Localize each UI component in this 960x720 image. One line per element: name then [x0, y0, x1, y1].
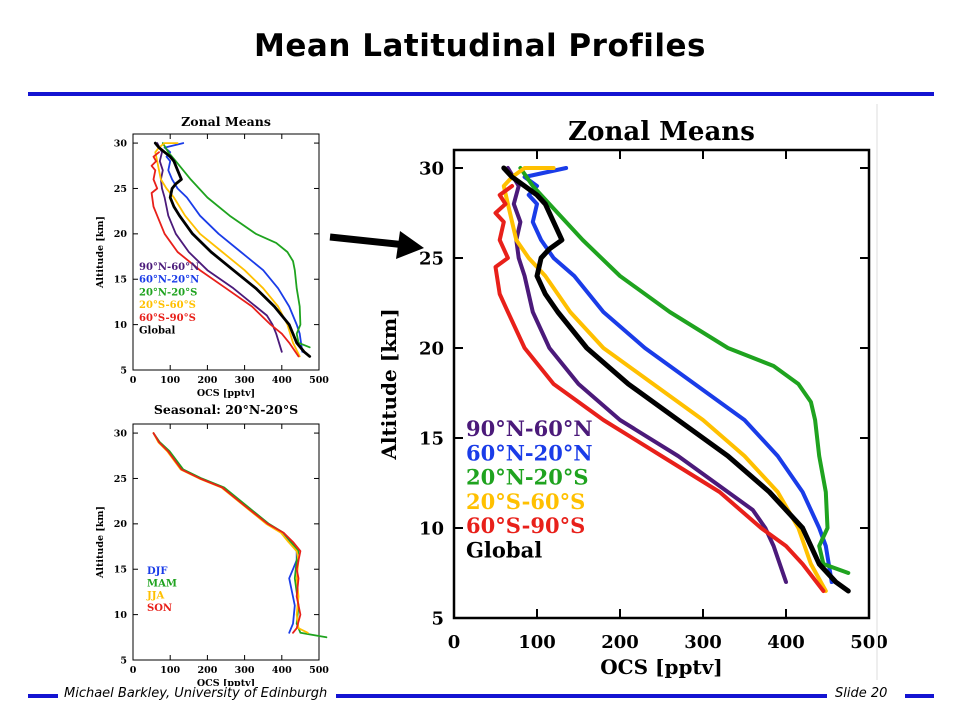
x-tick-label: 0 — [130, 375, 137, 386]
y-tick-label: 15 — [114, 565, 127, 576]
series-line-mam — [152, 432, 328, 639]
right-arrow-icon — [329, 231, 424, 259]
plot-frame — [452, 148, 871, 620]
x-tick-label: 300 — [684, 632, 722, 653]
legend-entry-global: Global — [139, 326, 175, 337]
y-tick-label: 25 — [419, 248, 444, 269]
series-line-60-s-90-s — [150, 151, 300, 358]
y-tick-label: 20 — [114, 519, 128, 530]
slide-title: Mean Latitudinal Profiles — [254, 28, 706, 64]
chart-zonal-means-large: Zonal Means 0 100 200 300 400 500 5 10 15 20 25 30 OC… — [377, 117, 888, 679]
y-axis-label: Altitude [km] — [377, 308, 401, 460]
legend-entry-20-s-60-s: 20°S-60°S — [139, 300, 196, 311]
x-tick-label: 100 — [518, 632, 556, 653]
chart-seasonal: Seasonal: 20°N-20°S 0 100 200 300 400 500 5 10 15… — [95, 402, 329, 689]
x-axis-label: OCS [pptv] — [197, 678, 255, 689]
chart-title: Seasonal: 20°N-20°S — [154, 402, 298, 417]
y-tick-label: 25 — [114, 184, 127, 195]
title-rule — [28, 92, 934, 96]
y-tick-label: 30 — [114, 138, 128, 149]
footer-bar-left — [28, 694, 58, 698]
y-tick-label: 5 — [120, 365, 127, 376]
x-tick-label: 500 — [850, 632, 888, 653]
legend-entry-son: SON — [147, 603, 172, 614]
y-tick-label: 10 — [419, 518, 444, 539]
series-line-90-n-60-n — [156, 142, 283, 353]
legend-entry-60-n-20-n: 60°N-20°N — [139, 275, 199, 286]
y-tick-label: 20 — [114, 229, 128, 240]
series-line-60-n-20-n — [522, 166, 834, 584]
x-tick-label: 400 — [767, 632, 805, 653]
x-tick-label: 400 — [272, 375, 292, 386]
x-tick-label: 200 — [197, 375, 217, 386]
y-tick-label: 10 — [114, 320, 128, 331]
x-tick-label: 300 — [235, 375, 255, 386]
footer-bar-right — [905, 694, 934, 698]
footer-bar-middle — [336, 694, 827, 698]
footer-author: Michael Barkley, University of Edinburgh — [64, 686, 328, 701]
series-line-global — [153, 141, 312, 358]
legend-entry-60-s-90-s: 60°S-90°S — [139, 313, 196, 324]
x-tick-label: 100 — [160, 375, 180, 386]
plot-frame — [132, 133, 320, 371]
legend-entry-20-n-20-s: 20°N-20°S — [466, 465, 589, 490]
series-line-20-s-60-s — [501, 166, 828, 593]
x-tick-label: 300 — [235, 665, 255, 676]
x-tick-label: 400 — [272, 665, 292, 676]
x-tick-label: 0 — [448, 632, 461, 653]
y-tick-label: 20 — [419, 338, 444, 359]
legend-entry-90-n-60-n: 90°N-60°N — [139, 262, 199, 273]
footer-slide-number: Slide 20 — [835, 686, 888, 701]
series-line-90-n-60-n — [505, 166, 788, 584]
panel-edge — [876, 104, 878, 680]
chart-zonal-means-small: Zonal Means 0 100 200 300 400 500 5 10 15 20 25 30 OC… — [95, 114, 329, 399]
x-tick-label: 500 — [309, 375, 329, 386]
legend-entry-60-s-90-s: 60°S-90°S — [466, 513, 585, 538]
legend-entry-djf: DJF — [147, 566, 168, 577]
legend-entry-90-n-60-n: 90°N-60°N — [466, 416, 593, 441]
y-axis-label: Altitude [km] — [95, 506, 106, 579]
legend-entry-20-s-60-s: 20°S-60°S — [466, 489, 585, 514]
y-tick-label: 15 — [114, 275, 127, 286]
y-tick-label: 15 — [419, 428, 444, 449]
y-tick-label: 25 — [114, 474, 127, 485]
legend-entry-global: Global — [466, 538, 542, 563]
legend-entry-jja: JJA — [146, 591, 164, 602]
x-tick-label: 500 — [309, 665, 329, 676]
y-axis-label: Altitude [km] — [95, 216, 106, 289]
legend-entry-20-n-20-s: 20°N-20°S — [139, 287, 197, 298]
y-tick-label: 5 — [120, 655, 127, 666]
y-tick-label: 30 — [114, 428, 128, 439]
x-tick-label: 100 — [160, 665, 180, 676]
y-tick-label: 10 — [114, 610, 128, 621]
series-line-20-n-20-s — [518, 166, 851, 575]
x-axis-label: OCS [pptv] — [197, 388, 255, 399]
series-line-20-n-20-s — [161, 142, 311, 349]
legend-entry-60-n-20-n: 60°N-20°N — [466, 440, 593, 465]
legend-entry-mam: MAM — [147, 578, 177, 589]
x-tick-label: 0 — [130, 665, 137, 676]
y-tick-label: 30 — [419, 158, 444, 179]
x-axis-label: OCS [pptv] — [600, 655, 723, 679]
plot-frame — [132, 423, 320, 661]
x-tick-label: 200 — [197, 665, 217, 676]
chart-title: Zonal Means — [181, 114, 271, 129]
y-tick-label: 5 — [431, 608, 444, 629]
series-line-20-s-60-s — [154, 142, 301, 358]
chart-title: Zonal Means — [568, 117, 755, 147]
series-line-60-s-90-s — [493, 184, 826, 593]
series-line-son — [152, 432, 302, 634]
series-line-global — [501, 165, 851, 594]
x-tick-label: 200 — [601, 632, 639, 653]
